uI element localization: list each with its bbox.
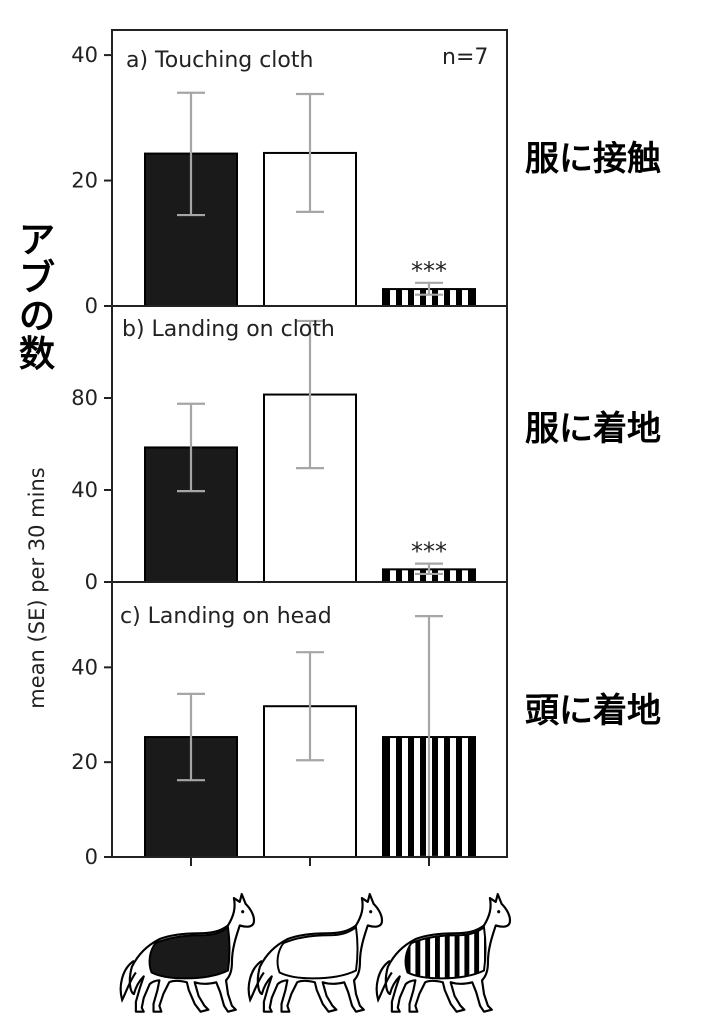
horse-blanket bbox=[404, 925, 487, 980]
y-tick-label: 40 bbox=[71, 478, 98, 502]
horse-illustrations bbox=[119, 893, 512, 1013]
panel-c: 0 20 40 bbox=[71, 581, 508, 869]
horse-white-icon bbox=[247, 893, 384, 1013]
panel-b: *** 0 40 80 bbox=[71, 305, 508, 594]
y-tick-label: 20 bbox=[71, 169, 98, 193]
horse-striped-icon bbox=[375, 893, 512, 1013]
panel-c-title: c) Landing on head bbox=[120, 604, 332, 629]
horse-black-icon bbox=[119, 893, 256, 1013]
y-tick-label: 0 bbox=[85, 294, 98, 318]
chart-panels: *** 0 20 40 *** 0 40 80 0 20 40 bbox=[71, 29, 508, 869]
significance-label: *** bbox=[411, 538, 447, 566]
panel-a: *** 0 20 40 bbox=[71, 29, 508, 318]
panel-b-title: b) Landing on cloth bbox=[122, 317, 335, 342]
y-tick-label: 40 bbox=[71, 43, 98, 67]
y-tick-label: 20 bbox=[71, 750, 98, 774]
error-bar bbox=[177, 91, 205, 217]
error-bar bbox=[296, 651, 324, 762]
y-tick-label: 0 bbox=[85, 570, 98, 594]
y-tick-label: 80 bbox=[71, 386, 98, 410]
error-bar bbox=[296, 92, 324, 214]
error-bar bbox=[177, 402, 205, 493]
error-bar bbox=[296, 319, 324, 470]
error-bar bbox=[415, 562, 443, 576]
significance-label: *** bbox=[411, 257, 447, 285]
horse-blanket bbox=[276, 925, 359, 980]
row-label-jp-b: 服に着地 bbox=[525, 409, 661, 449]
y-tick-label: 0 bbox=[85, 845, 98, 869]
panel-a-title: a) Touching cloth bbox=[126, 48, 313, 73]
n-label: n=7 bbox=[442, 45, 488, 70]
y-axis-label: mean (SE) per 30 mins bbox=[25, 467, 49, 708]
error-bar bbox=[177, 692, 205, 782]
error-bar bbox=[415, 281, 443, 296]
y-tick-label: 40 bbox=[71, 655, 98, 679]
svg-text:アブの数: アブの数 bbox=[19, 220, 55, 375]
horse-blanket bbox=[148, 925, 231, 980]
y-axis-label-jp: アブの数 bbox=[19, 220, 55, 375]
row-label-jp-a: 服に接触 bbox=[525, 139, 661, 179]
row-label-jp-c: 頭に着地 bbox=[525, 691, 661, 731]
